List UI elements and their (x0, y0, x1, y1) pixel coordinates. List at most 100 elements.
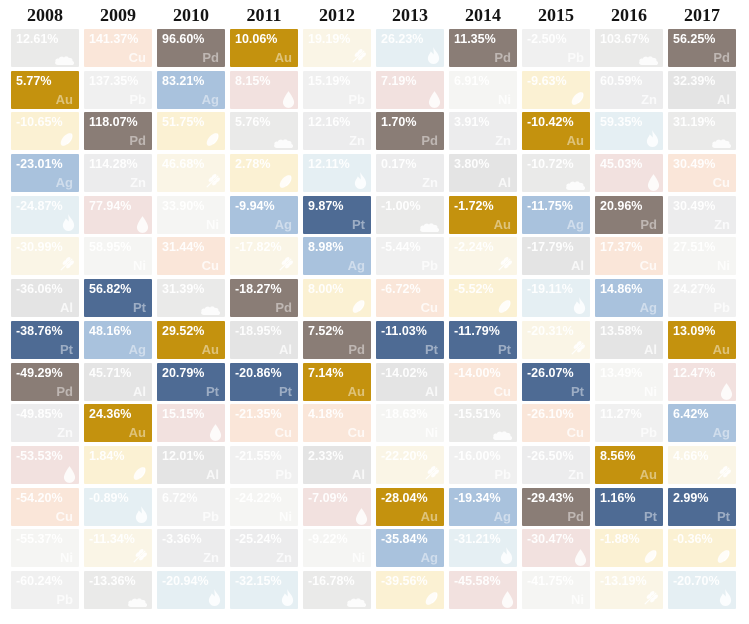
cell-2016-wheat[interactable]: -13.19% (595, 570, 663, 609)
cell-2017-aluminum[interactable]: 32.39% Al (668, 70, 736, 109)
cell-2009-gold[interactable]: 24.36% Au (84, 404, 152, 443)
cell-2017-zinc[interactable]: 30.49% Zn (668, 195, 736, 234)
cell-2015-zinc[interactable]: -26.50% Zn (522, 445, 590, 484)
cell-2008-platinum[interactable]: -38.76% Pt (11, 320, 79, 359)
cell-2017-silver[interactable]: 6.42% Ag (668, 404, 736, 443)
cell-2017-nickel[interactable]: 27.51% Ni (668, 237, 736, 276)
cell-2011-gas[interactable]: -32.15% (230, 570, 298, 609)
cell-2017-wheat[interactable]: 4.66% (668, 445, 736, 484)
cell-2009-aluminum[interactable]: 45.71% Al (84, 362, 152, 401)
cell-2011-corn[interactable]: 2.78% (230, 154, 298, 193)
cell-2016-copper[interactable]: 17.37% Cu (595, 237, 663, 276)
cell-2013-platinum[interactable]: -11.03% Pt (376, 320, 444, 359)
cell-2008-coal[interactable]: 12.61% (11, 29, 79, 67)
cell-2008-corn[interactable]: -10.65% (11, 112, 79, 151)
cell-2011-lead[interactable]: -21.55% Pb (230, 445, 298, 484)
cell-2013-palladium[interactable]: 1.70% Pd (376, 112, 444, 151)
cell-2013-aluminum[interactable]: -14.02% Al (376, 362, 444, 401)
cell-2012-corn[interactable]: 8.00% (303, 279, 371, 318)
cell-2011-wheat[interactable]: -17.82% (230, 237, 298, 276)
cell-2008-wheat[interactable]: -30.99% (11, 237, 79, 276)
cell-2012-platinum[interactable]: 9.87% Pt (303, 195, 371, 234)
cell-2010-gas[interactable]: -20.94% (157, 570, 225, 609)
cell-2014-palladium[interactable]: 11.35% Pd (449, 29, 517, 67)
cell-2017-corn[interactable]: -0.36% (668, 529, 736, 568)
cell-2010-aluminum[interactable]: 12.01% Al (157, 445, 225, 484)
cell-2015-coal[interactable]: -10.72% (522, 154, 590, 193)
cell-2011-zinc[interactable]: -25.24% Zn (230, 529, 298, 568)
cell-2009-palladium[interactable]: 118.07% Pd (84, 112, 152, 151)
cell-2009-corn[interactable]: 1.84% (84, 445, 152, 484)
cell-2012-coal[interactable]: -16.78% (303, 570, 371, 609)
cell-2013-zinc[interactable]: 0.17% Zn (376, 154, 444, 193)
cell-2017-gold[interactable]: 13.09% Au (668, 320, 736, 359)
cell-2015-oil[interactable]: -30.47% (522, 529, 590, 568)
cell-2009-wheat[interactable]: -11.34% (84, 529, 152, 568)
cell-2011-gold[interactable]: 10.06% Au (230, 29, 298, 67)
cell-2016-corn[interactable]: -1.88% (595, 529, 663, 568)
cell-2015-gold[interactable]: -10.42% Au (522, 112, 590, 151)
cell-2010-gold[interactable]: 29.52% Au (157, 320, 225, 359)
cell-2013-silver[interactable]: -35.84% Ag (376, 529, 444, 568)
cell-2015-lead[interactable]: -2.50% Pb (522, 29, 590, 67)
cell-2010-silver[interactable]: 83.21% Ag (157, 70, 225, 109)
cell-2016-platinum[interactable]: 1.16% Pt (595, 487, 663, 526)
cell-2009-coal[interactable]: -13.36% (84, 570, 152, 609)
cell-2010-lead[interactable]: 6.72% Pb (157, 487, 225, 526)
cell-2011-nickel[interactable]: -24.22% Ni (230, 487, 298, 526)
cell-2009-lead[interactable]: 137.35% Pb (84, 70, 152, 109)
cell-2017-copper[interactable]: 30.49% Cu (668, 154, 736, 193)
cell-2016-palladium[interactable]: 20.96% Pd (595, 195, 663, 234)
cell-2012-oil[interactable]: -7.09% (303, 487, 371, 526)
cell-2008-oil[interactable]: -53.53% (11, 445, 79, 484)
cell-2010-wheat[interactable]: 46.68% (157, 154, 225, 193)
cell-2008-gas[interactable]: -24.87% (11, 195, 79, 234)
cell-2015-copper[interactable]: -26.10% Cu (522, 404, 590, 443)
cell-2012-gas[interactable]: 12.11% (303, 154, 371, 193)
cell-2015-wheat[interactable]: -20.31% (522, 320, 590, 359)
cell-2016-lead[interactable]: 11.27% Pb (595, 404, 663, 443)
cell-2011-aluminum[interactable]: -18.95% Al (230, 320, 298, 359)
cell-2010-nickel[interactable]: 33.90% Ni (157, 195, 225, 234)
cell-2012-lead[interactable]: 15.19% Pb (303, 70, 371, 109)
cell-2014-copper[interactable]: -14.00% Cu (449, 362, 517, 401)
cell-2009-platinum[interactable]: 56.82% Pt (84, 279, 152, 318)
cell-2010-copper[interactable]: 31.44% Cu (157, 237, 225, 276)
cell-2014-gas[interactable]: -31.21% (449, 529, 517, 568)
cell-2015-aluminum[interactable]: -17.79% Al (522, 237, 590, 276)
cell-2009-zinc[interactable]: 114.28% Zn (84, 154, 152, 193)
cell-2012-copper[interactable]: 4.18% Cu (303, 404, 371, 443)
cell-2011-palladium[interactable]: -18.27% Pd (230, 279, 298, 318)
cell-2017-platinum[interactable]: 2.99% Pt (668, 487, 736, 526)
cell-2014-gold[interactable]: -1.72% Au (449, 195, 517, 234)
cell-2010-platinum[interactable]: 20.79% Pt (157, 362, 225, 401)
cell-2013-gas[interactable]: 26.23% (376, 29, 444, 67)
cell-2016-silver[interactable]: 14.86% Ag (595, 279, 663, 318)
cell-2014-aluminum[interactable]: 3.80% Al (449, 154, 517, 193)
cell-2012-zinc[interactable]: 12.16% Zn (303, 112, 371, 151)
cell-2012-gold[interactable]: 7.14% Au (303, 362, 371, 401)
cell-2016-gold[interactable]: 8.56% Au (595, 445, 663, 484)
cell-2010-corn[interactable]: 51.75% (157, 112, 225, 151)
cell-2017-coal[interactable]: 31.19% (668, 112, 736, 151)
cell-2015-gas[interactable]: -19.11% (522, 279, 590, 318)
cell-2008-lead[interactable]: -60.24% Pb (11, 570, 79, 609)
cell-2016-gas[interactable]: 59.35% (595, 112, 663, 151)
cell-2013-gold[interactable]: -28.04% Au (376, 487, 444, 526)
cell-2015-nickel[interactable]: -41.75% Ni (522, 570, 590, 609)
cell-2013-lead[interactable]: -5.44% Pb (376, 237, 444, 276)
cell-2017-lead[interactable]: 24.27% Pb (668, 279, 736, 318)
cell-2012-nickel[interactable]: -9.22% Ni (303, 529, 371, 568)
cell-2008-silver[interactable]: -23.01% Ag (11, 154, 79, 193)
cell-2014-silver[interactable]: -19.34% Ag (449, 487, 517, 526)
cell-2016-oil[interactable]: 45.03% (595, 154, 663, 193)
cell-2014-wheat[interactable]: -2.24% (449, 237, 517, 276)
cell-2008-aluminum[interactable]: -36.06% Al (11, 279, 79, 318)
cell-2014-lead[interactable]: -16.00% Pb (449, 445, 517, 484)
cell-2015-corn[interactable]: -9.63% (522, 70, 590, 109)
cell-2008-zinc[interactable]: -49.85% Zn (11, 404, 79, 443)
cell-2009-copper[interactable]: 141.37% Cu (84, 29, 152, 67)
cell-2013-corn[interactable]: -39.56% (376, 570, 444, 609)
cell-2015-platinum[interactable]: -26.07% Pt (522, 362, 590, 401)
cell-2008-palladium[interactable]: -49.29% Pd (11, 362, 79, 401)
